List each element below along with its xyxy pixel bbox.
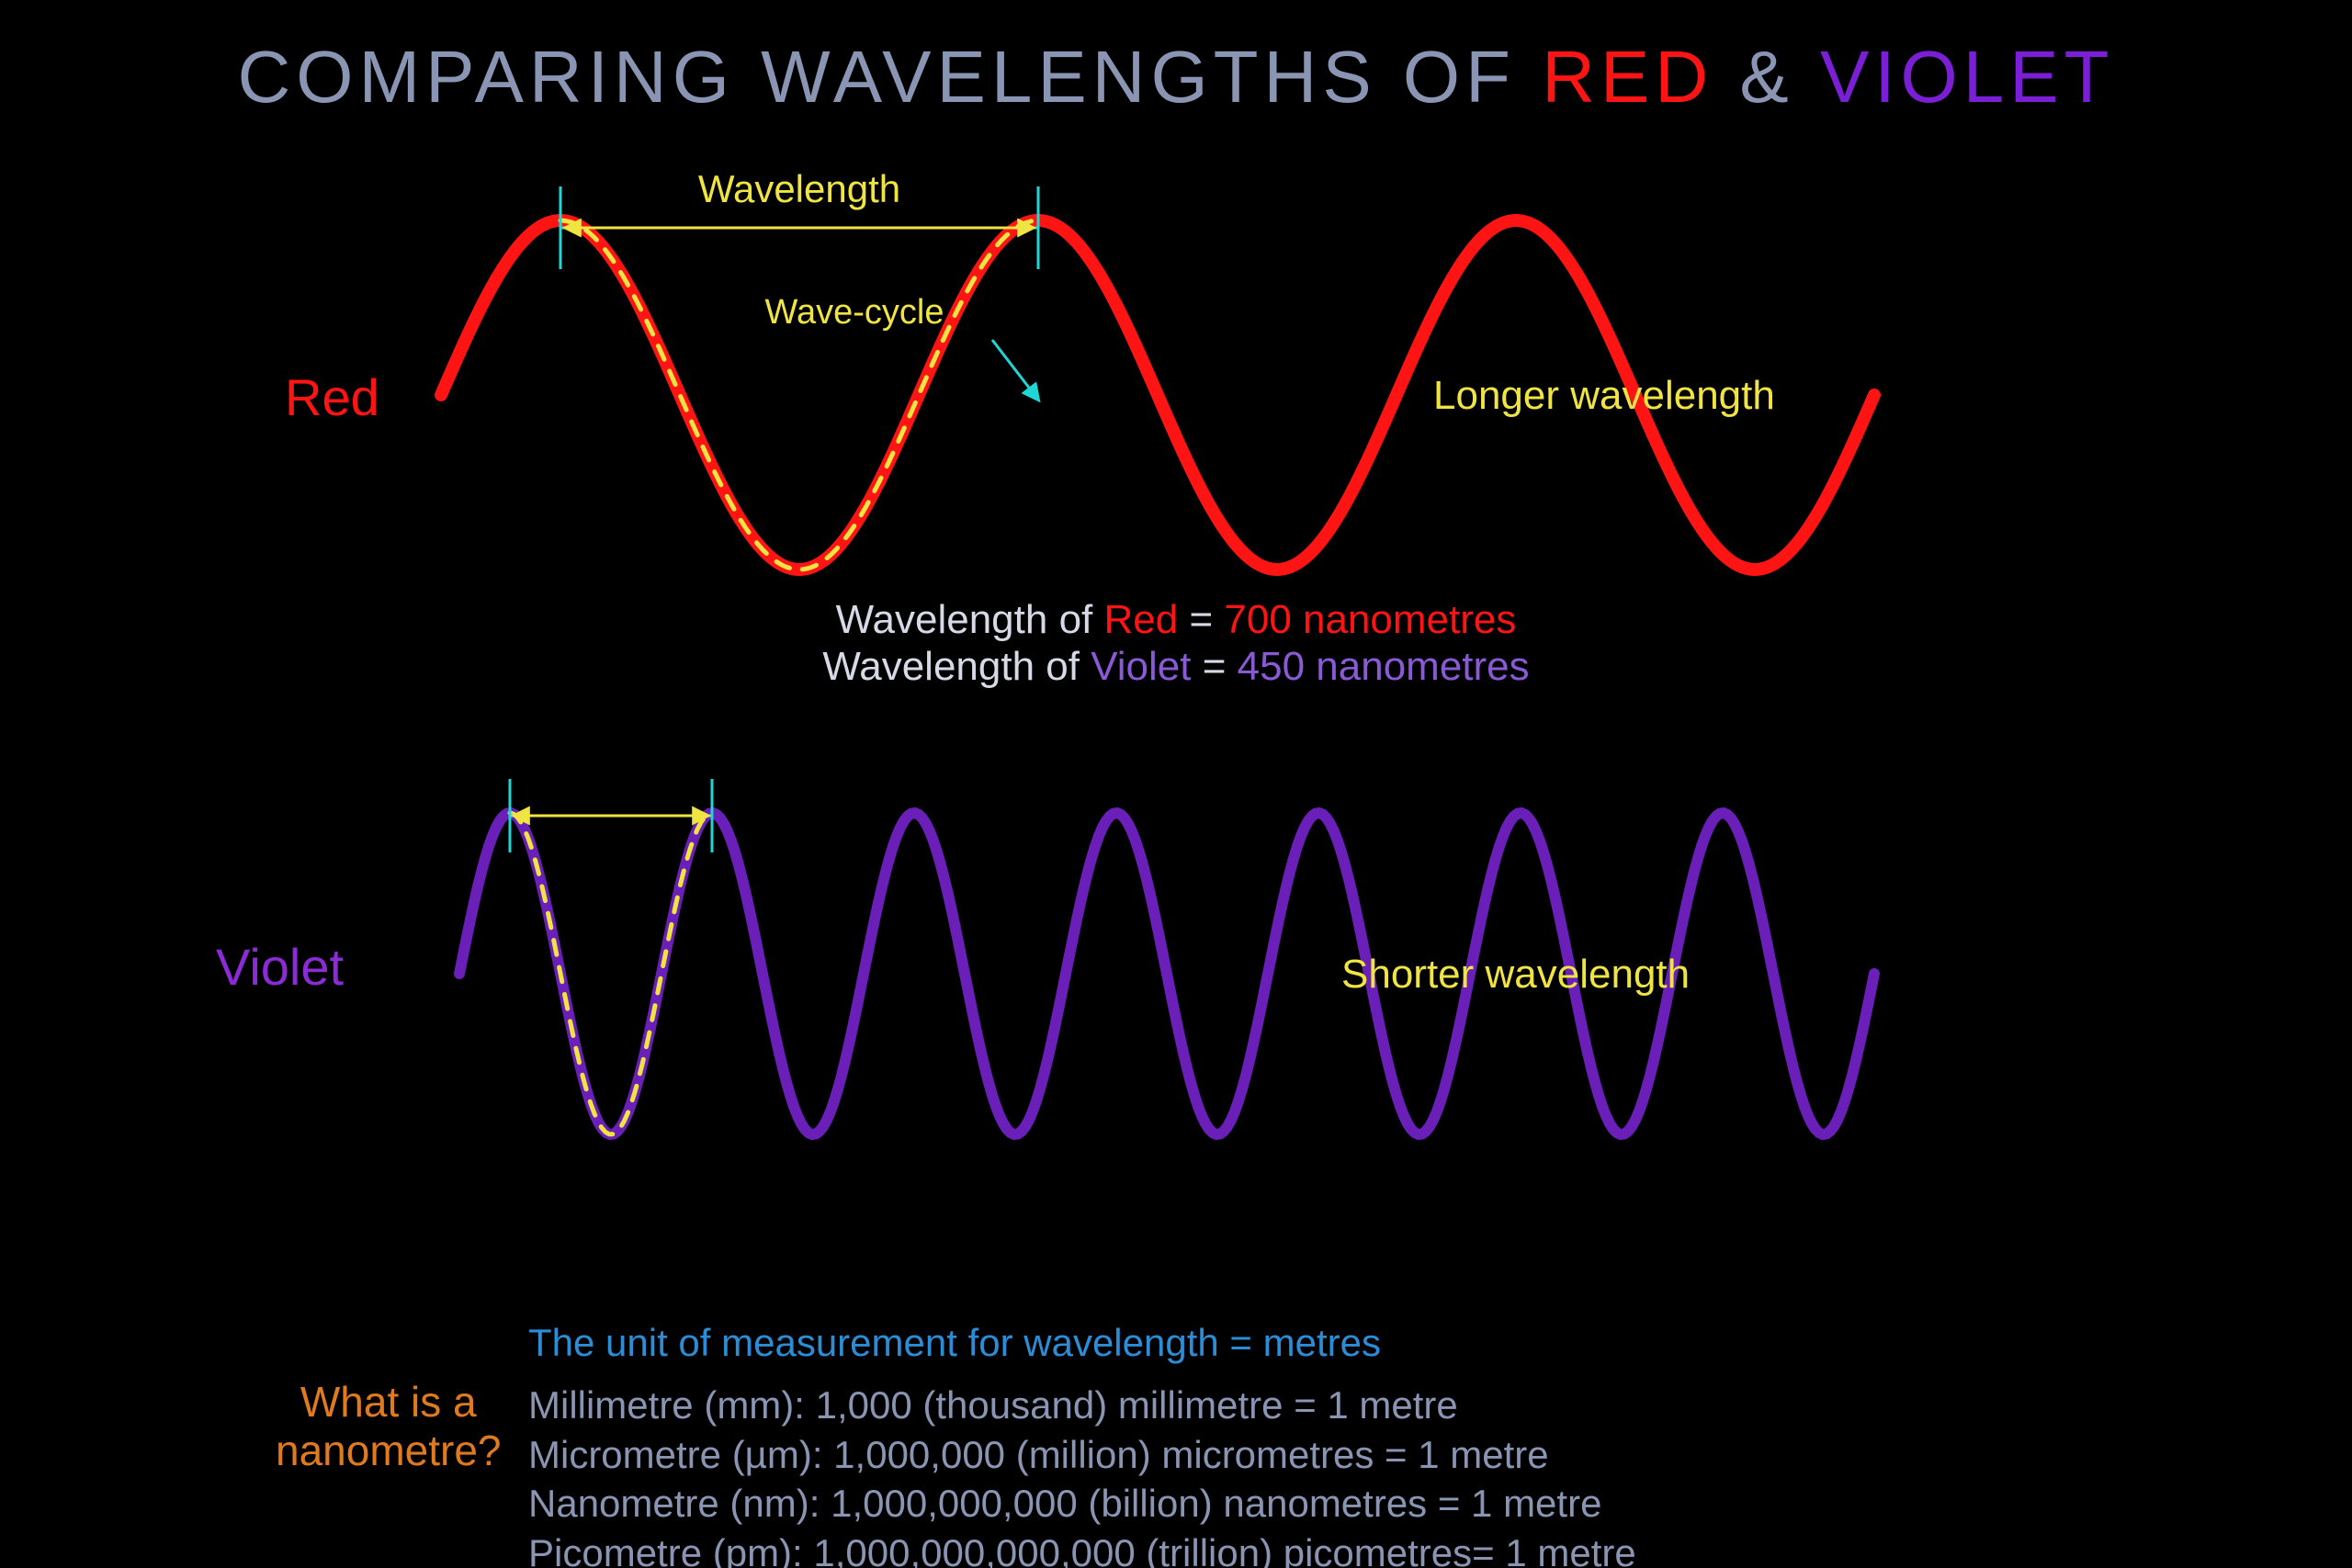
units-line-pm: Picometre (pm): 1,000,000,000,000 (trill… <box>528 1529 1636 1568</box>
units-line-nm: Nanometre (nm): 1,000,000,000 (billion) … <box>528 1479 1636 1529</box>
txt: = <box>1192 644 1238 689</box>
wavelength-values: Wavelength of Red = 700 nanometres Wavel… <box>0 597 2352 690</box>
red-wavelength-line: Wavelength of Red = 700 nanometres <box>0 597 2352 644</box>
wavelength-label: Wavelength <box>698 167 900 210</box>
shorter-wavelength-label: Shorter wavelength <box>1341 952 1690 997</box>
violet-wavelength-line: Wavelength of Violet = 450 nanometres <box>0 644 2352 691</box>
nano-q-line2: nanometre? <box>276 1427 502 1475</box>
units-heading: The unit of measurement for wavelength =… <box>528 1318 1636 1368</box>
nanometre-question: What is a nanometre? <box>276 1378 502 1475</box>
red-cycle-dash <box>560 220 1038 570</box>
longer-wavelength-label: Longer wavelength <box>1433 373 1775 418</box>
txt: = <box>1178 597 1224 642</box>
txt: Wavelength of <box>836 597 1104 642</box>
units-info-block: The unit of measurement for wavelength =… <box>528 1318 1636 1568</box>
txt-violet-val: 450 nanometres <box>1238 644 1530 689</box>
units-line-mm: Millimetre (mm): 1,000 (thousand) millim… <box>528 1381 1636 1430</box>
txt-violet: Violet <box>1091 644 1191 689</box>
txt-red-val: 700 nanometres <box>1224 597 1516 642</box>
txt: Wavelength of <box>822 644 1091 689</box>
txt-red: Red <box>1104 597 1179 642</box>
wavecycle-arrow <box>992 340 1038 400</box>
stage: COMPARING WAVELENGTHS OF RED & VIOLET Re… <box>0 0 2352 1568</box>
units-line-um: Micrometre (µm): 1,000,000 (million) mic… <box>528 1430 1636 1480</box>
wavecycle-label: Wave-cycle <box>765 293 944 332</box>
nano-q-line1: What is a <box>276 1378 502 1427</box>
violet-wavelength-marker <box>510 779 712 852</box>
